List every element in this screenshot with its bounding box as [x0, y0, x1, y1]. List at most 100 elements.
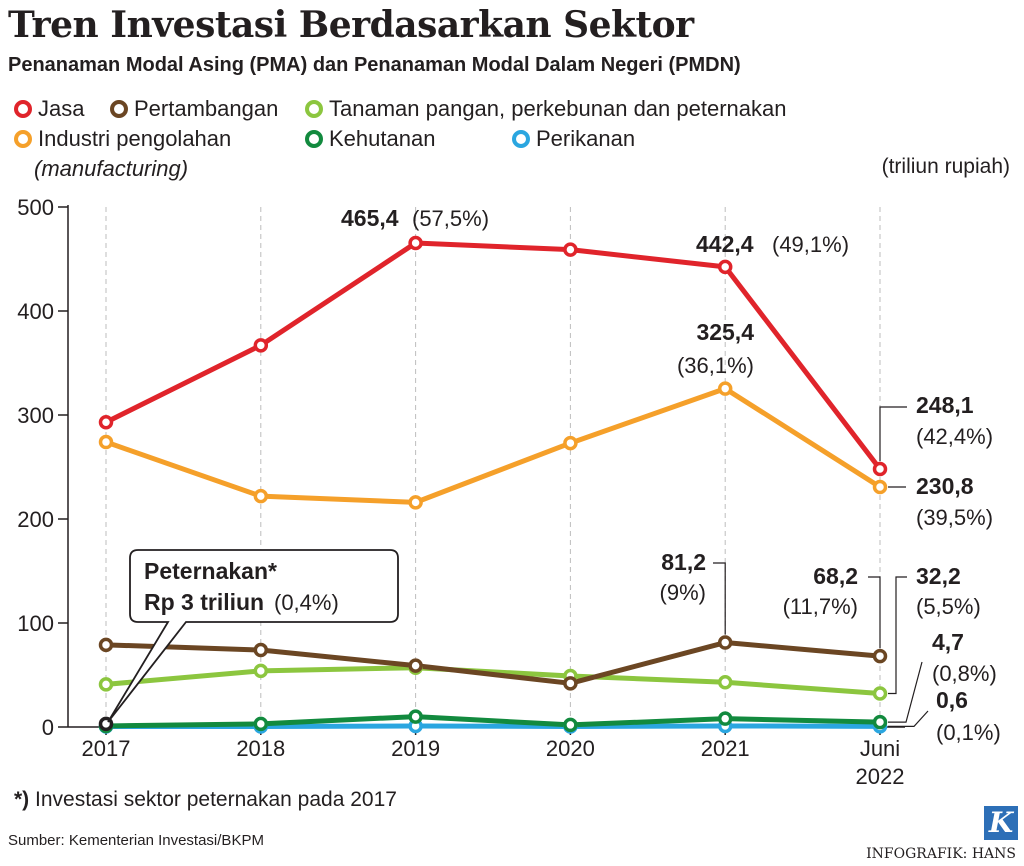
legend-marker-icon [110, 100, 128, 118]
data-label-pct: (39,5%) [916, 505, 993, 530]
data-point [98, 677, 114, 692]
legend-item-kehutanan: Kehutanan [305, 126, 435, 152]
legend-label: Pertambangan [134, 96, 279, 121]
y-tick-label: 500 [17, 195, 54, 220]
legend-label: Perikanan [536, 126, 636, 151]
legend-marker-icon [14, 130, 32, 148]
data-point [563, 717, 578, 733]
data-point [717, 711, 733, 726]
series-line [103, 665, 883, 697]
legend-label: Tanaman pangan, perkebunan dan peternaka… [329, 96, 787, 121]
legend-label: Jasa [38, 96, 85, 121]
data-point [872, 714, 888, 730]
unit-label: (triliun rupiah) [881, 155, 1010, 178]
data-label-pct: (57,5%) [412, 206, 489, 231]
leader-line [868, 576, 881, 649]
data-label-value: 442,4 [696, 231, 754, 257]
data-label-value: 248,1 [916, 392, 974, 418]
legend-item-perikanan: Perikanan [512, 126, 635, 152]
source-note: Sumber: Kementerian Investasi/BKPM [8, 832, 264, 849]
data-point [872, 461, 888, 477]
data-label-value: 0,6 [936, 687, 968, 713]
legend-item-industri: Industri pengolahan [14, 126, 231, 152]
data-point [253, 338, 269, 353]
data-point [717, 635, 733, 650]
data-label-pct: (0,8%) [932, 661, 997, 686]
data-label-pct: (11,7%) [783, 594, 858, 619]
legend-sublabel-manufacturing: (manufacturing) [34, 156, 189, 181]
y-tick-label: 0 [42, 715, 54, 740]
footnote: *) Investasi sektor peternakan pada 2017 [14, 788, 397, 812]
data-label-value: 81,2 [661, 549, 706, 575]
leader-line [888, 710, 929, 727]
leader-line [713, 562, 726, 635]
x-tick-label: 2017 [82, 736, 131, 761]
page-subtitle: Penanaman Modal Asing (PMA) dan Penanama… [8, 54, 741, 76]
legend-marker-icon [512, 130, 530, 148]
callout-pct: (0,4%) [274, 590, 339, 615]
data-point [872, 479, 888, 495]
data-point [98, 434, 114, 450]
legend-label: Kehutanan [329, 126, 436, 151]
data-point [98, 637, 114, 653]
data-point [408, 235, 423, 251]
data-label-value: 32,2 [916, 563, 961, 589]
series-line [103, 640, 883, 686]
footnote-text: Investasi sektor peternakan pada 2017 [35, 788, 397, 811]
y-tick-label: 100 [17, 611, 54, 636]
data-point [872, 648, 888, 664]
data-point [408, 658, 423, 673]
legend-item-jasa: Jasa [14, 96, 84, 122]
callout-value: Rp 3 triliun [144, 589, 264, 615]
data-point [408, 709, 423, 724]
legend-label: Industri pengolahan [38, 126, 232, 151]
leader-line [888, 661, 923, 723]
data-point [98, 415, 114, 430]
data-point [408, 495, 423, 510]
x-tick-label: 2020 [546, 736, 595, 761]
data-point [253, 642, 269, 658]
data-point [872, 686, 888, 701]
data-label-value: 4,7 [932, 629, 964, 655]
data-point [253, 488, 269, 504]
data-label-value: 230,8 [916, 473, 974, 499]
data-label-pct: (5,5%) [916, 594, 981, 619]
data-point [717, 259, 733, 275]
publisher-logo: K [984, 806, 1018, 840]
legend-item-tanaman: Tanaman pangan, perkebunan dan peternaka… [305, 96, 786, 122]
data-point [253, 716, 269, 732]
data-label-value: 465,4 [341, 205, 399, 231]
series-line [103, 240, 883, 472]
page-title: Tren Investasi Berdasarkan Sektor [8, 4, 694, 46]
x-tick-label: 2018 [236, 736, 285, 761]
callout-title: Peternakan* [144, 558, 277, 584]
data-point [563, 435, 578, 451]
data-label-pct: (42,4%) [916, 424, 993, 449]
callout-box [107, 549, 399, 723]
data-point [253, 663, 269, 679]
x-tick-label: 2022 [856, 764, 905, 789]
x-tick-label: 2019 [391, 736, 440, 761]
y-tick-label: 400 [17, 299, 54, 324]
data-point [563, 676, 578, 691]
x-tick-label: Juni [860, 736, 900, 761]
data-label-pct: (49,1%) [772, 232, 849, 257]
data-point [717, 675, 733, 690]
data-label-pct: (36,1%) [677, 353, 754, 378]
legend-item-pertambangan: Pertambangan [110, 96, 278, 122]
data-label-pct: (0,1%) [936, 720, 1001, 745]
infographic-credit: INFOGRAFIK: HANS [866, 846, 1016, 862]
data-label-value: 325,4 [696, 319, 754, 345]
leader-line [888, 576, 907, 695]
y-tick-label: 300 [17, 403, 54, 428]
y-tick-label: 200 [17, 507, 54, 532]
footnote-marker: *) [14, 788, 30, 811]
leader-line [879, 406, 907, 461]
data-point [717, 381, 733, 396]
legend-marker-icon [305, 130, 323, 148]
data-label-pct: (9%) [660, 580, 706, 605]
series-line [103, 714, 883, 729]
legend-marker-icon [14, 100, 32, 118]
series-line [103, 386, 883, 505]
